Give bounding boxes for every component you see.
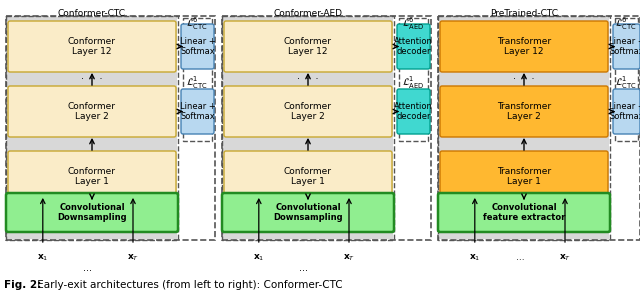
Text: Linear +
Softmax: Linear + Softmax — [609, 37, 640, 56]
Text: Convolutional
feature extractor: Convolutional feature extractor — [483, 203, 565, 222]
Text: Conformer
Layer 12: Conformer Layer 12 — [284, 37, 332, 56]
Text: Linear +
Softmax: Linear + Softmax — [609, 102, 640, 121]
FancyBboxPatch shape — [181, 89, 214, 134]
FancyBboxPatch shape — [222, 193, 394, 232]
Text: Early-exit architectures (from left to right): Conformer-CTC: Early-exit architectures (from left to r… — [34, 280, 342, 290]
FancyBboxPatch shape — [8, 21, 176, 72]
Text: ·  ·  ·: · · · — [81, 74, 103, 84]
FancyBboxPatch shape — [397, 89, 430, 134]
Text: Convolutional
Downsampling: Convolutional Downsampling — [57, 203, 127, 222]
FancyBboxPatch shape — [397, 24, 430, 69]
Text: Transformer
Layer 2: Transformer Layer 2 — [497, 102, 551, 121]
Text: $\mathbf{x}_1$: $\mathbf{x}_1$ — [469, 253, 481, 263]
FancyBboxPatch shape — [8, 86, 176, 137]
Text: Attention
decoder: Attention decoder — [394, 102, 433, 121]
FancyBboxPatch shape — [439, 17, 609, 239]
FancyBboxPatch shape — [613, 24, 640, 69]
Text: $\mathbf{x}_1$: $\mathbf{x}_1$ — [37, 253, 49, 263]
FancyBboxPatch shape — [224, 151, 392, 202]
Text: ...: ... — [83, 263, 92, 273]
Text: $\mathcal{L}^1_{\mathrm{CTC}}$: $\mathcal{L}^1_{\mathrm{CTC}}$ — [186, 75, 209, 92]
Text: Linear +
Softmax: Linear + Softmax — [180, 37, 216, 56]
Text: Convolutional
Downsampling: Convolutional Downsampling — [273, 203, 343, 222]
FancyBboxPatch shape — [224, 21, 392, 72]
FancyBboxPatch shape — [440, 21, 608, 72]
FancyBboxPatch shape — [8, 151, 176, 202]
Text: ...: ... — [300, 263, 308, 273]
Text: $\mathcal{L}^6_{\mathrm{AED}}$: $\mathcal{L}^6_{\mathrm{AED}}$ — [402, 16, 425, 32]
FancyBboxPatch shape — [181, 24, 214, 69]
FancyBboxPatch shape — [613, 89, 640, 134]
Text: $\mathbf{x}_1$: $\mathbf{x}_1$ — [253, 253, 264, 263]
Text: $\mathcal{L}^1_{\mathrm{CTC}}$: $\mathcal{L}^1_{\mathrm{CTC}}$ — [616, 75, 637, 92]
Text: Attention
decoder: Attention decoder — [394, 37, 433, 56]
Text: Conformer-AED: Conformer-AED — [273, 8, 342, 17]
Text: Fig. 2:: Fig. 2: — [4, 280, 41, 290]
FancyBboxPatch shape — [440, 86, 608, 137]
FancyBboxPatch shape — [6, 193, 178, 232]
Text: $\mathcal{L}^6_{\mathrm{CTC}}$: $\mathcal{L}^6_{\mathrm{CTC}}$ — [616, 16, 637, 32]
Text: ·  ·  ·: · · · — [297, 74, 319, 84]
FancyBboxPatch shape — [438, 193, 610, 232]
Text: Conformer
Layer 2: Conformer Layer 2 — [284, 102, 332, 121]
Text: Linear +
Softmax: Linear + Softmax — [180, 102, 216, 121]
Text: Conformer
Layer 2: Conformer Layer 2 — [68, 102, 116, 121]
Text: Conformer-CTC: Conformer-CTC — [58, 8, 126, 17]
Text: Conformer
Layer 12: Conformer Layer 12 — [68, 37, 116, 56]
Text: ...: ... — [516, 254, 524, 262]
FancyBboxPatch shape — [7, 17, 177, 239]
FancyBboxPatch shape — [223, 17, 393, 239]
Text: Transformer
Layer 1: Transformer Layer 1 — [497, 167, 551, 186]
FancyBboxPatch shape — [440, 151, 608, 202]
Text: $\mathcal{L}^6_{\mathrm{CTC}}$: $\mathcal{L}^6_{\mathrm{CTC}}$ — [186, 16, 209, 32]
Text: ·  ·  ·: · · · — [513, 74, 535, 84]
Text: $\mathbf{x}_T$: $\mathbf{x}_T$ — [127, 253, 139, 263]
Text: Conformer
Layer 1: Conformer Layer 1 — [68, 167, 116, 186]
Text: $\mathbf{x}_T$: $\mathbf{x}_T$ — [343, 253, 355, 263]
Text: $\mathcal{L}^1_{\mathrm{AED}}$: $\mathcal{L}^1_{\mathrm{AED}}$ — [402, 75, 425, 92]
Text: PreTrained-CTC: PreTrained-CTC — [490, 8, 558, 17]
Text: Transformer
Layer 12: Transformer Layer 12 — [497, 37, 551, 56]
Text: Conformer
Layer 1: Conformer Layer 1 — [284, 167, 332, 186]
Text: $\mathbf{x}_T$: $\mathbf{x}_T$ — [559, 253, 571, 263]
FancyBboxPatch shape — [224, 86, 392, 137]
